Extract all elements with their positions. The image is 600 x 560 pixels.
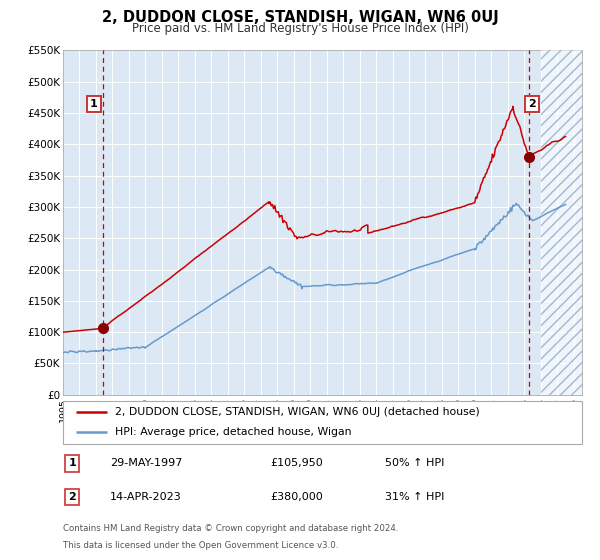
FancyBboxPatch shape xyxy=(63,401,582,444)
Text: 2: 2 xyxy=(68,492,76,502)
Text: HPI: Average price, detached house, Wigan: HPI: Average price, detached house, Wiga… xyxy=(115,427,352,437)
Text: 1: 1 xyxy=(68,459,76,469)
Text: £105,950: £105,950 xyxy=(271,459,323,469)
Text: Contains HM Land Registry data © Crown copyright and database right 2024.: Contains HM Land Registry data © Crown c… xyxy=(63,524,398,533)
Text: 1: 1 xyxy=(90,99,98,109)
Text: £380,000: £380,000 xyxy=(271,492,323,502)
Text: Price paid vs. HM Land Registry's House Price Index (HPI): Price paid vs. HM Land Registry's House … xyxy=(131,22,469,35)
Text: 2, DUDDON CLOSE, STANDISH, WIGAN, WN6 0UJ: 2, DUDDON CLOSE, STANDISH, WIGAN, WN6 0U… xyxy=(101,10,499,25)
Text: 31% ↑ HPI: 31% ↑ HPI xyxy=(385,492,444,502)
Text: 14-APR-2023: 14-APR-2023 xyxy=(110,492,181,502)
Text: This data is licensed under the Open Government Licence v3.0.: This data is licensed under the Open Gov… xyxy=(63,541,338,550)
Text: 2: 2 xyxy=(528,99,536,109)
Bar xyxy=(541,50,582,395)
Text: 29-MAY-1997: 29-MAY-1997 xyxy=(110,459,182,469)
Bar xyxy=(541,50,582,395)
Text: 50% ↑ HPI: 50% ↑ HPI xyxy=(385,459,444,469)
Text: 2, DUDDON CLOSE, STANDISH, WIGAN, WN6 0UJ (detached house): 2, DUDDON CLOSE, STANDISH, WIGAN, WN6 0U… xyxy=(115,408,479,417)
